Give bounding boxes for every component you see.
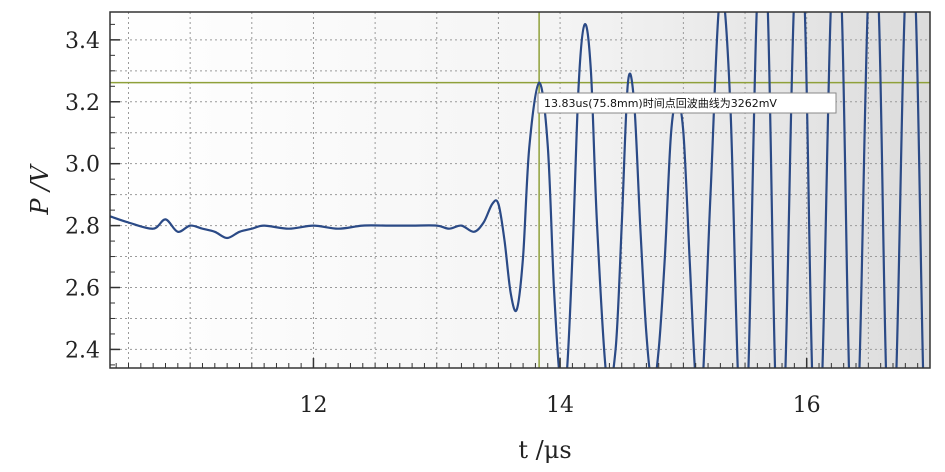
tick-marks (110, 23, 931, 368)
tooltip-box (537, 92, 837, 114)
y-tick-label: 2.4 (65, 338, 100, 363)
grid-lines (110, 12, 931, 368)
y-tick-label: 3.4 (65, 29, 100, 54)
plot-frame (109, 11, 931, 369)
series-line (110, 12, 925, 368)
y-tick-label: 2.8 (65, 215, 100, 240)
plot-area (110, 12, 930, 368)
x-axis-label: t /μs (518, 436, 571, 464)
x-tick-label: 16 (793, 393, 821, 418)
cursor-tooltip: 13.83us(75.8mm)时间点回波曲线为3262mV (537, 92, 837, 114)
x-tick-label: 12 (299, 393, 327, 418)
cursor-lines (110, 12, 930, 368)
x-tick-label: 14 (546, 393, 574, 418)
y-tick-label: 3.0 (65, 153, 100, 178)
y-tick-label: 2.6 (65, 277, 100, 302)
y-axis-label: P /V (26, 163, 54, 216)
tooltip-text: 13.83us(75.8mm)时间点回波曲线为3262mV (544, 96, 777, 110)
tick-labels: 12 14 16 2.4 2.6 2.8 3.0 3.2 3.4 (65, 29, 821, 418)
series-layer (110, 12, 925, 368)
y-tick-label: 3.2 (65, 91, 100, 116)
